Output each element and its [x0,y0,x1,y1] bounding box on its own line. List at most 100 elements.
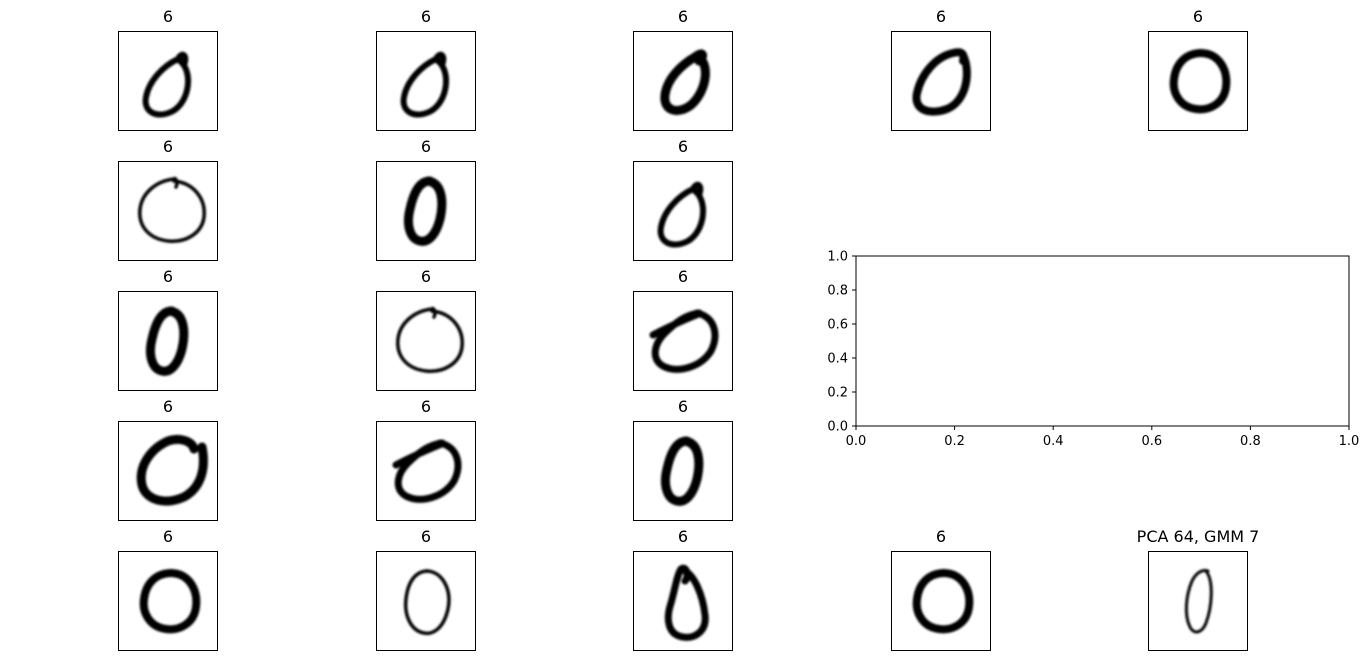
digit-panel: 6 [376,7,476,131]
digit-panel: 6 [376,397,476,521]
digit-panel: 6 [376,267,476,391]
y-tick-label: 1.0 [827,250,848,265]
panel-title: 6 [421,267,431,286]
panel-title: 6 [421,7,431,26]
panel-frame [376,291,476,391]
panel-title: 6 [678,397,688,416]
y-tick-label: 0.2 [827,386,848,401]
panel-title: 6 [678,527,688,546]
panel-frame [376,421,476,521]
digit-image [118,291,218,391]
digit-panel: 6 [633,397,733,521]
digit-stroke [145,306,189,376]
digit-stroke [136,434,208,506]
panel-frame [1148,551,1248,651]
panel-frame [891,551,991,651]
panel-frame [633,551,733,651]
digit-panel: 6 [376,527,476,651]
digit-stroke [1169,49,1231,114]
panel-title: 6 [421,397,431,416]
digit-stroke [912,569,974,634]
panel-title: 6 [936,7,946,26]
panel-title: 6 [163,397,173,416]
digit-image [633,421,733,521]
digit-stroke [138,176,206,243]
digit-panel: 6 [118,267,218,391]
digit-stroke [400,51,450,118]
panel-frame [376,31,476,131]
panel-title: PCA 64, GMM 7 [1137,527,1260,546]
digit-panel: 6 [376,137,476,261]
panel-title: 6 [163,137,173,156]
panel-title: 6 [421,527,431,546]
digit-image [118,551,218,651]
digit-image [1148,31,1248,131]
y-tick-label: 0.0 [827,420,848,435]
panel-frame [118,551,218,651]
digit-image [1148,551,1248,651]
digit-panels: 6 6 6 6 6 6 6 6 6 6 6 6 6 6 6 6 6 6 PCA 64, GMM 7 [118,7,1259,651]
digit-image [376,161,476,261]
digit-panel: 6 [118,527,218,651]
digit-stroke [664,564,709,641]
digit-panel: 6 [118,7,218,131]
plot-area [855,255,1350,427]
digit-image [633,551,733,651]
digit-image [118,421,218,521]
digit-image [633,291,733,391]
y-tick-label: 0.8 [827,284,848,299]
y-tick-label: 0.4 [827,352,848,367]
panel-title: 6 [163,7,173,26]
digit-stroke [139,569,201,634]
digit-image [118,31,218,131]
digit-panel: 6 [1148,7,1248,131]
digit-image [891,551,991,651]
digit-image [376,551,476,651]
digit-stroke [1184,569,1213,634]
digit-panel: 6 [633,7,733,131]
digit-panel: PCA 64, GMM 7 [1137,527,1260,651]
x-tick-label: 0.6 [1141,434,1162,449]
digit-panel: 6 [891,7,991,131]
digit-stroke [142,51,192,118]
digit-stroke [403,569,451,636]
y-tick-label: 0.6 [827,318,848,333]
digit-stroke [657,181,707,248]
panel-frame [118,291,218,391]
x-tick-label: 0.2 [944,434,965,449]
digit-image [891,31,991,131]
panel-title: 6 [163,267,173,286]
digit-stroke [660,436,704,506]
panel-title: 6 [678,267,688,286]
panel-frame [118,161,218,261]
panel-title: 6 [936,527,946,546]
digit-panel: 6 [633,527,733,651]
panel-title: 6 [1193,7,1203,26]
panel-title: 6 [678,7,688,26]
digit-stroke [392,439,462,503]
panel-frame [633,161,733,261]
panel-title: 6 [421,137,431,156]
digit-stroke [403,176,447,246]
digit-panel: 6 [118,137,218,261]
digit-stroke [660,49,710,115]
x-tick-label: 0.4 [1043,434,1064,449]
panel-frame [376,551,476,651]
x-tick-label: 0.0 [846,434,867,449]
panel-frame [118,31,218,131]
digit-image [633,31,733,131]
digit-image [376,291,476,391]
panel-title: 6 [678,137,688,156]
x-tick-label: 1.0 [1339,434,1360,449]
digit-panel: 6 [118,397,218,521]
panel-title: 6 [163,527,173,546]
digit-panel: 6 [633,267,733,391]
digit-stroke [649,309,719,373]
panel-frame [633,421,733,521]
digit-panel: 6 [633,137,733,261]
panel-frame [118,421,218,521]
digit-image [376,31,476,131]
panel-frame [633,291,733,391]
panel-frame [891,31,991,131]
